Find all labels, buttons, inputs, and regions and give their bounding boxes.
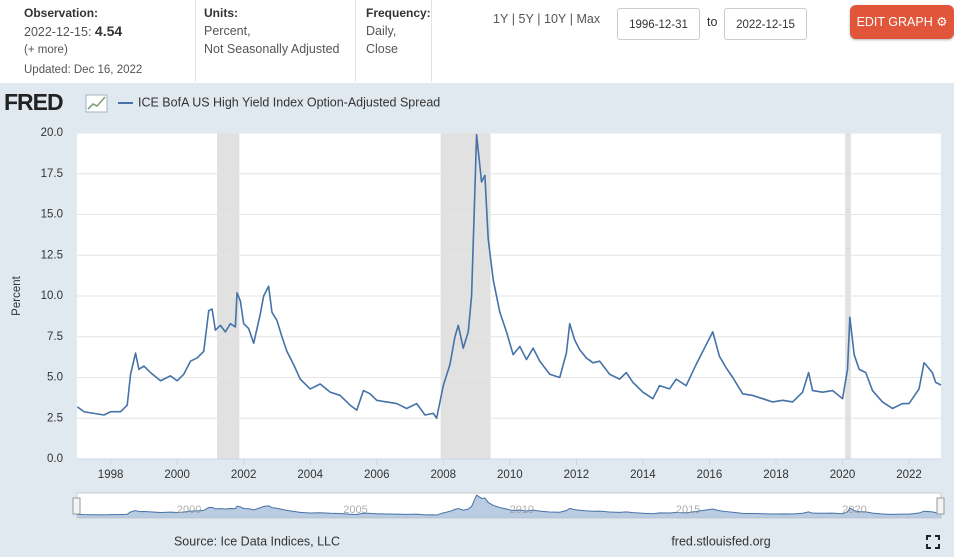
navigator-line [77,494,942,516]
x-tick-label: 2014 [630,469,656,481]
range-links: 1Y | 5Y | 10Y | Max [493,12,600,26]
text: Close [366,42,398,56]
range-link[interactable]: 10Y [544,12,567,26]
navigator-handle[interactable] [72,497,81,515]
site: fred.stlouisfed.org [671,534,770,548]
chart-area: FRED ICE BofA US High Yield Index Option… [0,83,954,557]
x-tick-label: 2006 [364,469,390,481]
navigator-tick-label: 2000 [177,504,201,516]
navigator-tick-label: 2010 [510,504,534,516]
y-tick-label: 20.0 [41,127,63,139]
navigator-tick-label: 2015 [676,504,700,516]
range-link[interactable]: 1Y [493,12,509,26]
y-tick-label: 15.0 [41,209,63,221]
range-link[interactable]: 5Y [518,12,534,26]
separator [355,0,356,82]
date-to-input[interactable]: 2022-12-15 [724,8,807,40]
chart: FRED ICE BofA US High Yield Index Option… [4,89,945,549]
label: Units: [204,6,238,20]
y-tick-label: 12.5 [41,249,63,261]
navigator-tick-label: 2005 [343,504,367,516]
divider: | [508,12,519,26]
x-tick-label: 2004 [297,469,323,481]
observation: Observation: 2022-12-15: 4.54 (+ more) U… [24,4,164,79]
source: Source: Ice Data Indices, LLC [174,534,340,548]
x-tick-label: 2022 [896,469,922,481]
y-tick-label: 0.0 [47,453,63,465]
updated: Updated: Dec 16, 2022 [24,64,143,76]
x-tick-label: 2012 [564,469,590,481]
gear-icon: ⚙ [936,15,948,29]
logo: FRED [4,89,63,115]
frequency: Frequency: Daily, Close [366,4,431,58]
header: Observation: 2022-12-15: 4.54 (+ more) U… [0,0,954,82]
units: Units: Percent, Not Seasonally Adjusted [204,4,340,58]
navigator-tick-label: 2020 [842,504,866,516]
date-from-input[interactable]: 1996-12-31 [617,8,700,40]
edit-graph-button[interactable]: EDIT GRAPH ⚙ [850,5,954,39]
series-line [76,133,942,420]
label: Frequency: [366,6,431,20]
fullscreen-icon[interactable] [926,535,940,549]
divider: | [566,12,577,26]
legend-entry: ICE BofA US High Yield Index Option-Adju… [138,95,440,109]
text: Not Seasonally Adjusted [204,42,340,56]
separator [195,0,196,82]
x-tick-label: 2016 [697,469,723,481]
y-tick-label: 7.5 [47,331,63,343]
x-tick-label: 2000 [164,469,190,481]
navigator-area [77,495,941,518]
label: EDIT GRAPH [856,15,933,29]
range-link[interactable]: Max [576,12,601,26]
x-tick-label: 2008 [430,469,456,481]
x-tick-label: 2002 [231,469,257,481]
navigator-handle[interactable] [936,497,945,515]
more-link[interactable]: (+ more) [24,44,68,56]
text: Percent, [204,24,251,38]
x-tick-label: 2010 [497,469,523,481]
y-axis-label: Percent [11,275,23,315]
logo-icon [85,94,108,113]
x-tick-label: 1998 [98,469,124,481]
date: 2022-12-15: [24,25,92,39]
divider: | [533,12,544,26]
text: Daily, [366,24,397,38]
y-tick-label: 5.0 [47,372,63,384]
separator [431,0,432,82]
y-tick-label: 17.5 [41,168,63,180]
y-tick-label: 2.5 [47,412,63,424]
value: 4.54 [94,23,123,39]
x-tick-label: 2020 [830,469,856,481]
x-tick-label: 2018 [763,469,789,481]
y-tick-label: 10.0 [41,290,63,302]
to-label: to [707,15,718,29]
label: Observation: [24,6,99,20]
